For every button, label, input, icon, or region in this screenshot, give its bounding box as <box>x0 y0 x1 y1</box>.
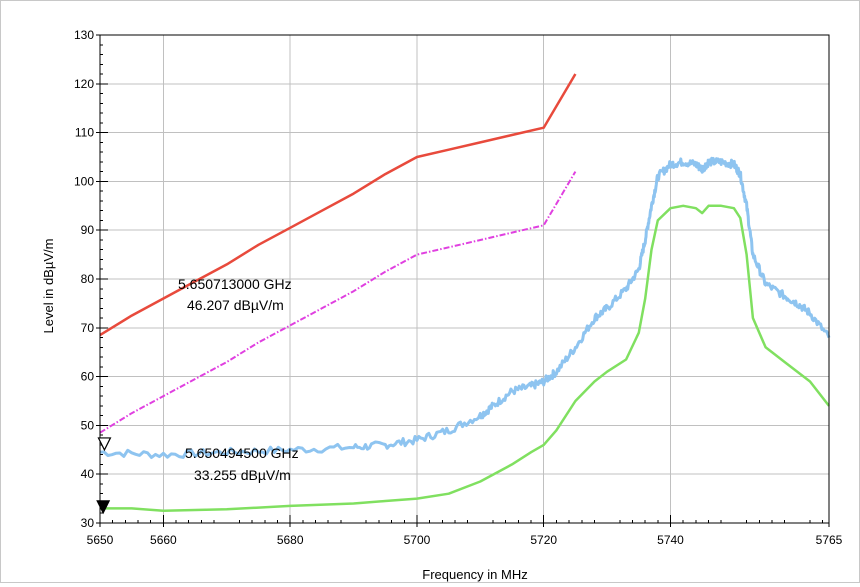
series-line-4 <box>100 204 830 513</box>
y-tick-label: 40 <box>81 467 95 481</box>
lower-marker-frequency: 5.650494500 GHz <box>185 445 299 461</box>
x-tick-label: 5700 <box>404 533 431 547</box>
markers <box>96 437 112 515</box>
grid <box>100 35 829 523</box>
series-layer <box>99 73 831 513</box>
y-tick-label: 60 <box>81 370 95 384</box>
ticks: 30 40 50 60 70 80 90 100 110 120 130 5650 5660 5680 57… <box>74 28 843 547</box>
y-tick-label: 90 <box>81 223 95 237</box>
lower-marker-level: 33.255 dBµV/m <box>194 467 291 483</box>
x-tick-label: 5660 <box>150 533 177 547</box>
y-tick-label: 110 <box>75 126 94 140</box>
x-tick-label: 5650 <box>87 533 114 547</box>
y-tick-label: 100 <box>74 174 94 188</box>
series-line-2 <box>99 171 577 434</box>
x-tick-label: 5765 <box>816 533 843 547</box>
y-tick-label: 70 <box>81 321 95 335</box>
x-tick-label: 5720 <box>530 533 557 547</box>
lower-marker-label: 5.650494500 GHz 33.255 dBµV/m <box>185 445 299 483</box>
x-tick-label: 5680 <box>277 533 304 547</box>
y-tick-label: 30 <box>81 516 95 530</box>
y-tick-label: 120 <box>74 77 94 91</box>
x-axis-title: Frequency in MHz <box>422 567 527 582</box>
x-tick-label: 5740 <box>657 533 684 547</box>
y-tick-label: 50 <box>81 418 95 432</box>
y-axis-title: Level in dBµV/m <box>41 239 56 334</box>
y-tick-label: 80 <box>81 272 95 286</box>
lower-marker-triangle <box>96 500 111 515</box>
y-tick-label: 130 <box>74 28 94 42</box>
upper-marker-level: 46.207 dBµV/m <box>187 297 284 313</box>
series-line-1 <box>99 73 577 337</box>
upper-marker-label: 5.650713000 GHz 46.207 dBµV/m <box>178 276 292 313</box>
upper-marker-frequency: 5.650713000 GHz <box>178 276 292 292</box>
series-line-3 <box>99 156 831 459</box>
upper-marker-triangle <box>97 437 112 452</box>
